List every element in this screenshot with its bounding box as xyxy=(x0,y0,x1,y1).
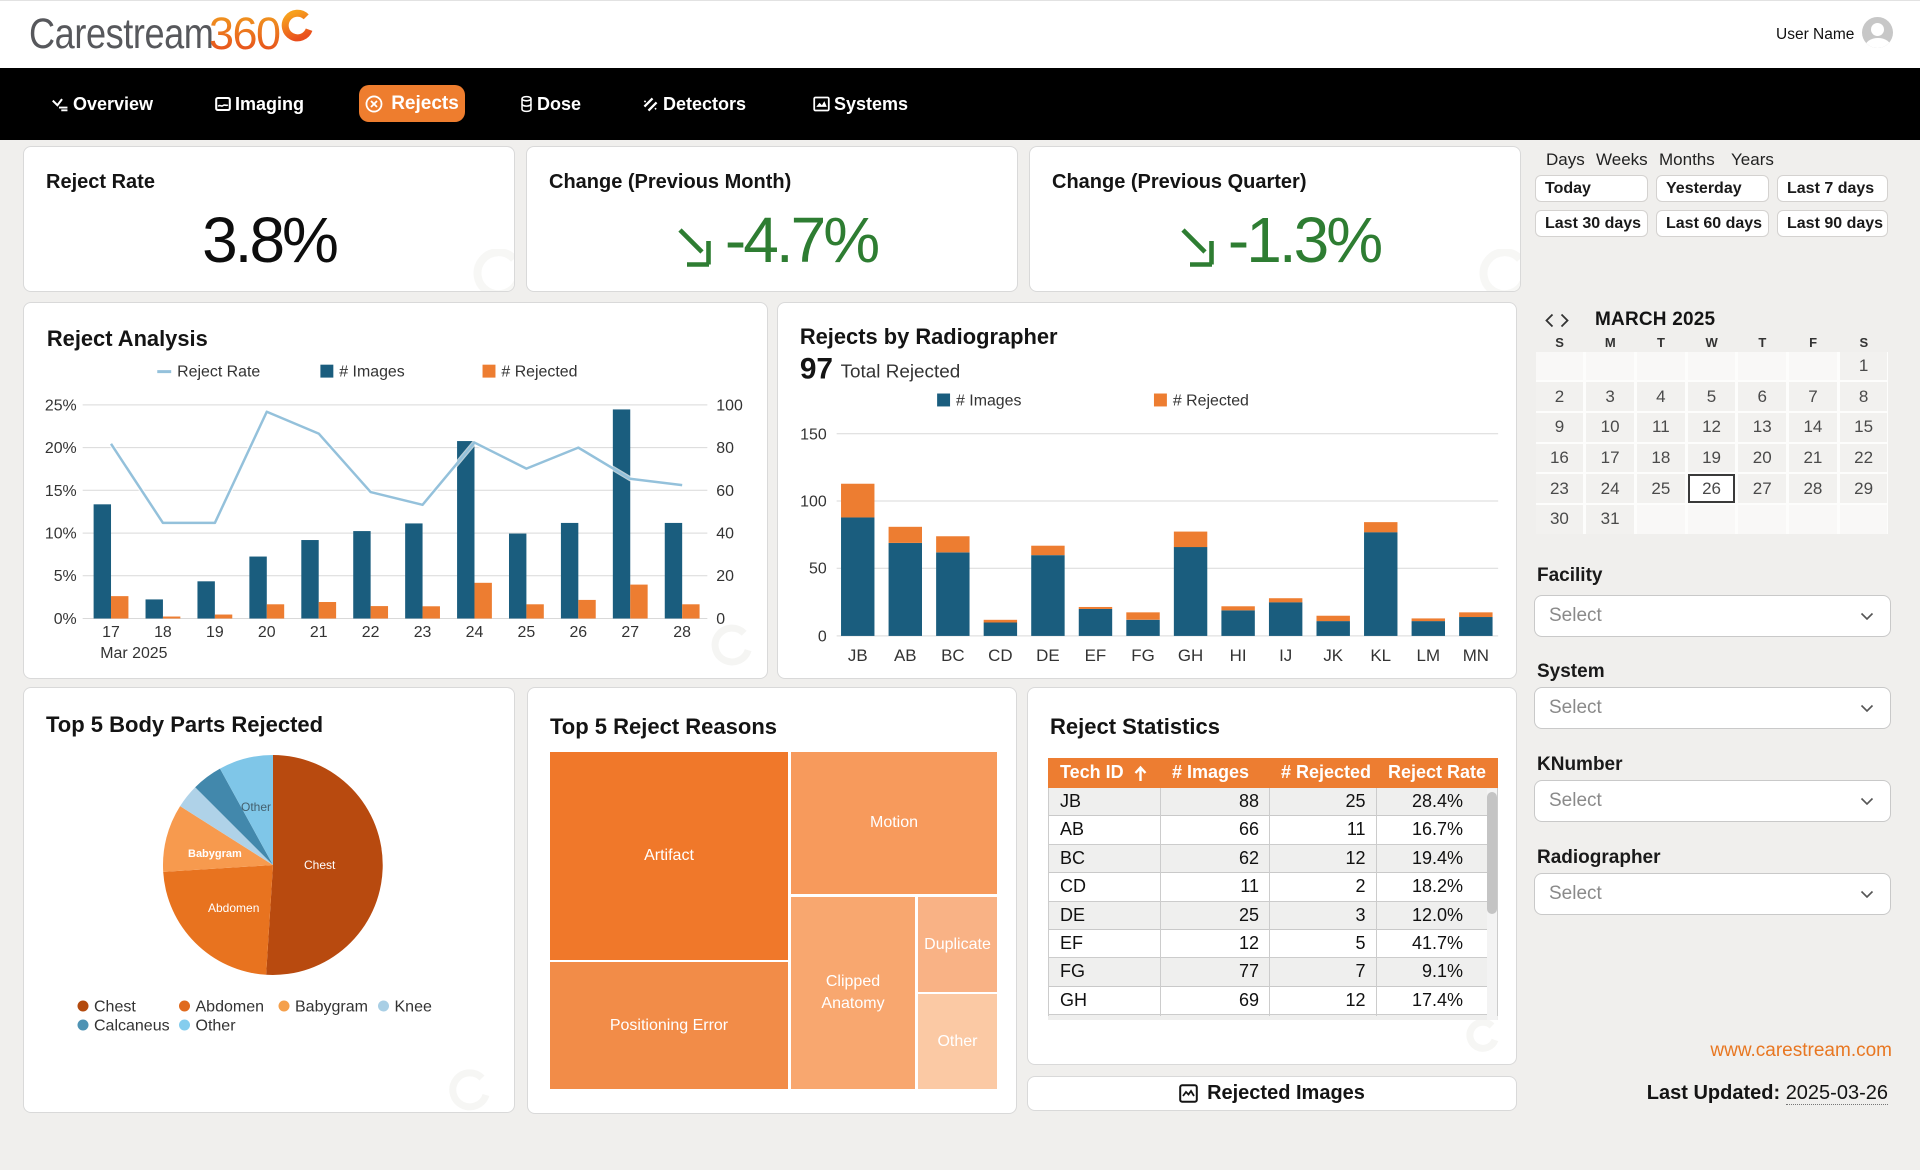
svg-text:40: 40 xyxy=(716,526,734,543)
svg-text:15%: 15% xyxy=(45,483,77,500)
svg-text:28: 28 xyxy=(673,624,691,641)
svg-text:25%: 25% xyxy=(45,397,77,414)
svg-text:60: 60 xyxy=(716,483,734,500)
svg-text:LM: LM xyxy=(1417,646,1440,665)
svg-text:10%: 10% xyxy=(45,526,77,543)
svg-text:0: 0 xyxy=(818,628,827,645)
svg-text:97: 97 xyxy=(800,353,833,386)
svg-text:JB: JB xyxy=(848,646,868,665)
svg-text:GH: GH xyxy=(1178,646,1203,665)
svg-text:20%: 20% xyxy=(45,440,77,457)
svg-text:Reject Analysis: Reject Analysis xyxy=(47,326,208,351)
svg-text:Abdomen: Abdomen xyxy=(208,901,259,915)
svg-text:Calcaneus: Calcaneus xyxy=(94,1018,170,1035)
svg-text:Other: Other xyxy=(241,800,271,814)
svg-text:20: 20 xyxy=(258,624,276,641)
svg-text:27: 27 xyxy=(621,624,639,641)
svg-text:Mar 2025: Mar 2025 xyxy=(100,645,167,662)
svg-text:Chest: Chest xyxy=(94,999,136,1016)
svg-text:21: 21 xyxy=(310,624,328,641)
svg-text:JK: JK xyxy=(1323,646,1343,665)
svg-text:HI: HI xyxy=(1230,646,1247,665)
svg-text:50: 50 xyxy=(809,561,827,578)
svg-text:# Images: # Images xyxy=(956,392,1021,409)
svg-text:CD: CD xyxy=(988,646,1012,665)
svg-text:18: 18 xyxy=(154,624,172,641)
svg-text:KL: KL xyxy=(1370,646,1391,665)
svg-text:Babygram: Babygram xyxy=(188,848,242,860)
svg-text:Other: Other xyxy=(196,1018,237,1035)
svg-text:Chest: Chest xyxy=(304,858,336,872)
svg-text:26: 26 xyxy=(569,624,587,641)
svg-text:17: 17 xyxy=(102,624,120,641)
svg-text:AB: AB xyxy=(894,646,917,665)
svg-text:19: 19 xyxy=(206,624,224,641)
svg-text:# Rejected: # Rejected xyxy=(501,364,577,381)
svg-text:0%: 0% xyxy=(54,611,77,628)
svg-text:BC: BC xyxy=(941,646,964,665)
svg-text:EF: EF xyxy=(1085,646,1107,665)
svg-text:# Images: # Images xyxy=(339,364,404,381)
svg-text:25: 25 xyxy=(518,624,536,641)
svg-text:150: 150 xyxy=(800,426,827,443)
svg-text:Reject Rate: Reject Rate xyxy=(177,364,260,381)
svg-text:0: 0 xyxy=(716,611,725,628)
svg-text:20: 20 xyxy=(716,568,734,585)
svg-text:24: 24 xyxy=(466,624,484,641)
svg-text:100: 100 xyxy=(800,494,827,511)
svg-text:DE: DE xyxy=(1036,646,1059,665)
svg-text:FG: FG xyxy=(1131,646,1154,665)
svg-text:80: 80 xyxy=(716,440,734,457)
svg-text:MN: MN xyxy=(1463,646,1489,665)
svg-text:5%: 5% xyxy=(54,568,77,585)
svg-text:100: 100 xyxy=(716,397,743,414)
svg-text:IJ: IJ xyxy=(1279,646,1292,665)
svg-text:Top 5 Body Parts Rejected: Top 5 Body Parts Rejected xyxy=(46,712,323,737)
svg-text:22: 22 xyxy=(362,624,380,641)
svg-text:Babygram: Babygram xyxy=(295,999,368,1016)
svg-text:# Rejected: # Rejected xyxy=(1173,392,1249,409)
svg-text:Rejects by Radiographer: Rejects by Radiographer xyxy=(800,324,1058,349)
svg-text:23: 23 xyxy=(414,624,432,641)
svg-text:Total Rejected: Total Rejected xyxy=(841,362,961,383)
svg-text:Knee: Knee xyxy=(395,999,432,1016)
svg-text:Abdomen: Abdomen xyxy=(196,999,265,1016)
